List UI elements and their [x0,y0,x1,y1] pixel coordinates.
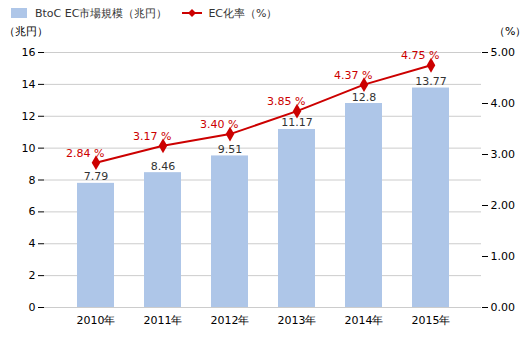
svg-text:14: 14 [22,78,36,91]
svg-text:4.75 %: 4.75 % [401,49,439,62]
svg-text:2012年: 2012年 [211,314,250,327]
svg-text:3.85 %: 3.85 % [267,95,305,108]
svg-text:2013年: 2013年 [278,314,317,327]
svg-text:3.17 %: 3.17 % [133,130,171,143]
html-text:EC化率（%）: EC化率（%） [208,6,278,20]
html-text:BtoC EC市場規模（兆円）: BtoC EC市場規模（兆円） [35,6,168,20]
svg-text:3.00: 3.00 [491,148,516,161]
svg-text:9.51: 9.51 [218,143,243,156]
svg-text:2.84 %: 2.84 % [66,147,104,160]
svg-text:（%）: （%） [494,25,526,38]
svg-text:6: 6 [29,205,36,218]
svg-text:13.77: 13.77 [415,75,447,88]
svg-text:0.00: 0.00 [491,301,516,314]
svg-text:10: 10 [22,142,36,155]
svg-text:2011年: 2011年 [144,314,183,327]
svg-text:11.17: 11.17 [281,116,313,130]
svg-text:16: 16 [22,46,36,59]
svg-text:8.46: 8.46 [151,160,176,173]
svg-text:（兆円）: （兆円） [4,25,48,38]
svg-text:12: 12 [22,110,36,123]
svg-text:1.00: 1.00 [491,250,516,263]
svg-text:2.00: 2.00 [491,199,516,212]
svg-text:2: 2 [29,269,36,282]
svg-text:3.40 %: 3.40 % [200,118,238,131]
svg-text:2015年: 2015年 [412,314,451,327]
svg-text:5.00: 5.00 [491,46,516,59]
svg-text:2010年: 2010年 [77,314,116,327]
svg-text:4.00: 4.00 [491,97,516,110]
svg-text:12.8: 12.8 [352,91,377,104]
svg-text:4: 4 [29,237,36,250]
svg-text:2014年: 2014年 [345,314,384,327]
svg-text:4.37 %: 4.37 % [334,69,372,82]
svg-text:8: 8 [29,174,36,187]
svg-text:7.79: 7.79 [84,170,109,183]
svg-text:0: 0 [29,301,36,314]
